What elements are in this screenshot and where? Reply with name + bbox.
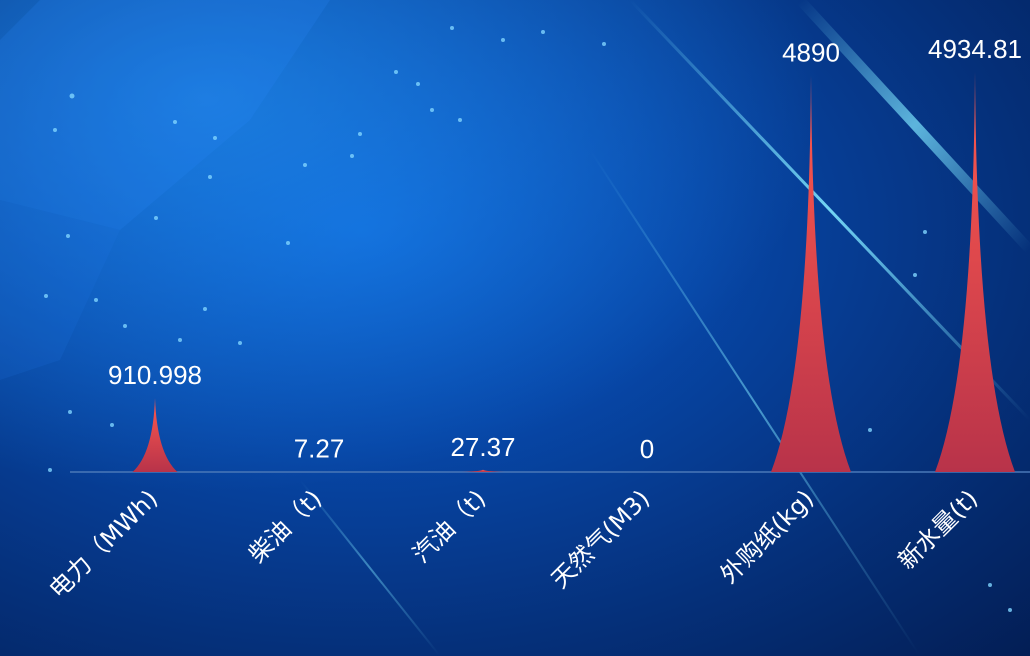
category-label-3: 天然气(M3) [546, 484, 655, 593]
bar-2 [461, 469, 505, 472]
category-label-5: 新水量(t) [893, 484, 984, 575]
bar-0 [132, 398, 178, 472]
value-label-3: 0 [640, 434, 654, 464]
value-label-1: 7.27 [294, 433, 345, 463]
value-label-2: 27.37 [450, 432, 515, 462]
value-label-0: 910.998 [108, 360, 202, 390]
category-label-0: 电力（MWh) [44, 484, 164, 604]
bar-4 [771, 75, 851, 473]
value-label-4: 4890 [782, 38, 840, 68]
value-label-5: 4934.81 [928, 34, 1022, 64]
category-labels-group: 电力（MWh) 柴油（t) 汽油（t) 天然气(M3) 外购纸(kg) 新水量(t) [44, 484, 984, 604]
category-label-2: 汽油（t) [407, 484, 491, 568]
category-label-4: 外购纸(kg) [715, 484, 820, 589]
category-label-1: 柴油（t) [243, 484, 327, 568]
bars-group [132, 72, 1015, 473]
bar-5 [935, 72, 1015, 472]
value-labels-group: 910.998 7.27 27.37 0 4890 4934.81 [108, 34, 1022, 464]
